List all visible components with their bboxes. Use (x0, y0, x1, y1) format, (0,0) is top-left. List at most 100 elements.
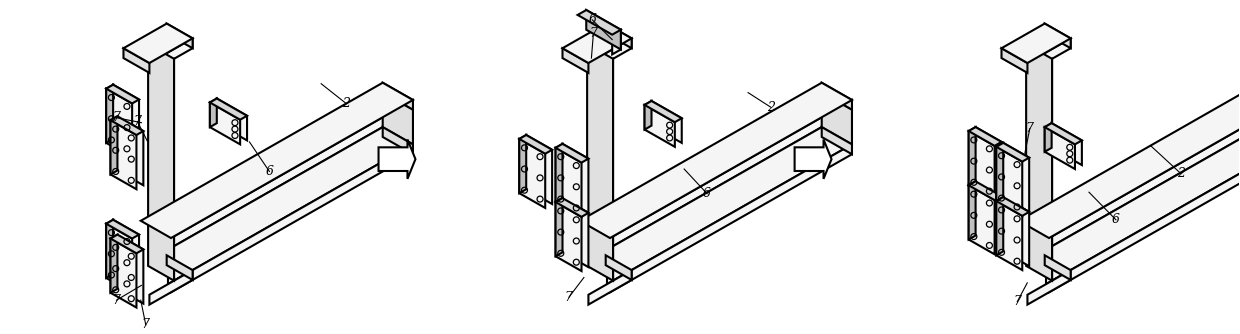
Polygon shape (110, 234, 118, 293)
Polygon shape (613, 30, 621, 54)
Polygon shape (1045, 127, 1075, 169)
Polygon shape (113, 220, 139, 289)
Polygon shape (107, 89, 133, 158)
Polygon shape (113, 85, 139, 154)
Polygon shape (141, 83, 413, 238)
Polygon shape (610, 100, 852, 248)
Polygon shape (107, 220, 113, 278)
Polygon shape (1003, 143, 1029, 212)
Polygon shape (107, 220, 139, 238)
Polygon shape (645, 105, 675, 147)
Polygon shape (149, 38, 192, 73)
Polygon shape (378, 139, 415, 179)
Polygon shape (556, 198, 563, 256)
Polygon shape (1047, 59, 1052, 284)
Polygon shape (795, 139, 832, 179)
Polygon shape (605, 255, 631, 280)
Polygon shape (107, 224, 133, 293)
Polygon shape (580, 83, 852, 238)
Polygon shape (556, 144, 589, 163)
Polygon shape (976, 127, 1002, 196)
Polygon shape (107, 85, 113, 143)
Polygon shape (210, 103, 241, 144)
Polygon shape (110, 238, 136, 308)
Polygon shape (610, 144, 852, 292)
Polygon shape (171, 110, 413, 283)
Polygon shape (968, 127, 976, 185)
Polygon shape (645, 101, 682, 122)
Polygon shape (1028, 38, 1070, 73)
Polygon shape (171, 100, 413, 248)
Polygon shape (996, 197, 1029, 216)
Text: 7: 7 (141, 318, 150, 331)
Polygon shape (608, 59, 613, 284)
Polygon shape (1002, 48, 1028, 73)
Polygon shape (822, 93, 852, 144)
Polygon shape (645, 101, 651, 130)
Polygon shape (556, 148, 582, 217)
Polygon shape (148, 44, 174, 281)
Text: 7: 7 (113, 111, 120, 124)
Polygon shape (520, 139, 546, 208)
Polygon shape (968, 131, 994, 200)
Text: 7: 7 (1013, 295, 1022, 308)
Polygon shape (1003, 197, 1029, 266)
Polygon shape (1019, 83, 1240, 238)
Polygon shape (383, 93, 413, 144)
Polygon shape (968, 181, 1002, 200)
Polygon shape (107, 85, 139, 104)
Text: 2: 2 (1177, 167, 1184, 180)
Polygon shape (166, 24, 192, 48)
Polygon shape (149, 270, 192, 305)
Polygon shape (996, 143, 1003, 201)
Polygon shape (822, 127, 852, 154)
Polygon shape (110, 116, 144, 135)
Polygon shape (1045, 123, 1081, 144)
Polygon shape (563, 48, 589, 73)
Text: 7: 7 (113, 294, 120, 307)
Polygon shape (383, 127, 413, 154)
Polygon shape (563, 198, 589, 267)
Polygon shape (610, 110, 852, 283)
Polygon shape (605, 24, 631, 48)
Polygon shape (110, 116, 118, 174)
Polygon shape (526, 135, 552, 204)
Polygon shape (1045, 255, 1070, 280)
Polygon shape (1045, 24, 1070, 48)
Polygon shape (124, 48, 149, 73)
Polygon shape (118, 234, 144, 304)
Polygon shape (996, 147, 1022, 216)
Polygon shape (578, 10, 621, 35)
Polygon shape (171, 144, 413, 292)
Text: 2: 2 (342, 97, 350, 110)
Polygon shape (822, 83, 852, 110)
Polygon shape (651, 101, 682, 143)
Polygon shape (1049, 110, 1240, 283)
Text: 7: 7 (1025, 122, 1034, 135)
Text: 7: 7 (565, 291, 573, 304)
Polygon shape (563, 144, 589, 213)
Polygon shape (110, 234, 144, 253)
Polygon shape (563, 24, 631, 63)
Polygon shape (520, 135, 526, 193)
Polygon shape (167, 59, 174, 284)
Polygon shape (589, 38, 631, 73)
Text: 6: 6 (265, 165, 273, 178)
Polygon shape (968, 127, 1002, 146)
Polygon shape (1028, 270, 1070, 305)
Polygon shape (556, 198, 589, 217)
Polygon shape (587, 10, 621, 49)
Polygon shape (968, 181, 976, 239)
Text: 7: 7 (134, 115, 141, 128)
Polygon shape (1049, 144, 1240, 292)
Polygon shape (587, 44, 613, 281)
Polygon shape (996, 197, 1003, 255)
Polygon shape (1027, 44, 1052, 281)
Polygon shape (589, 270, 631, 305)
Polygon shape (996, 143, 1029, 162)
Polygon shape (1049, 100, 1240, 248)
Polygon shape (1045, 123, 1052, 152)
Polygon shape (118, 116, 144, 185)
Polygon shape (996, 201, 1022, 270)
Polygon shape (210, 99, 217, 127)
